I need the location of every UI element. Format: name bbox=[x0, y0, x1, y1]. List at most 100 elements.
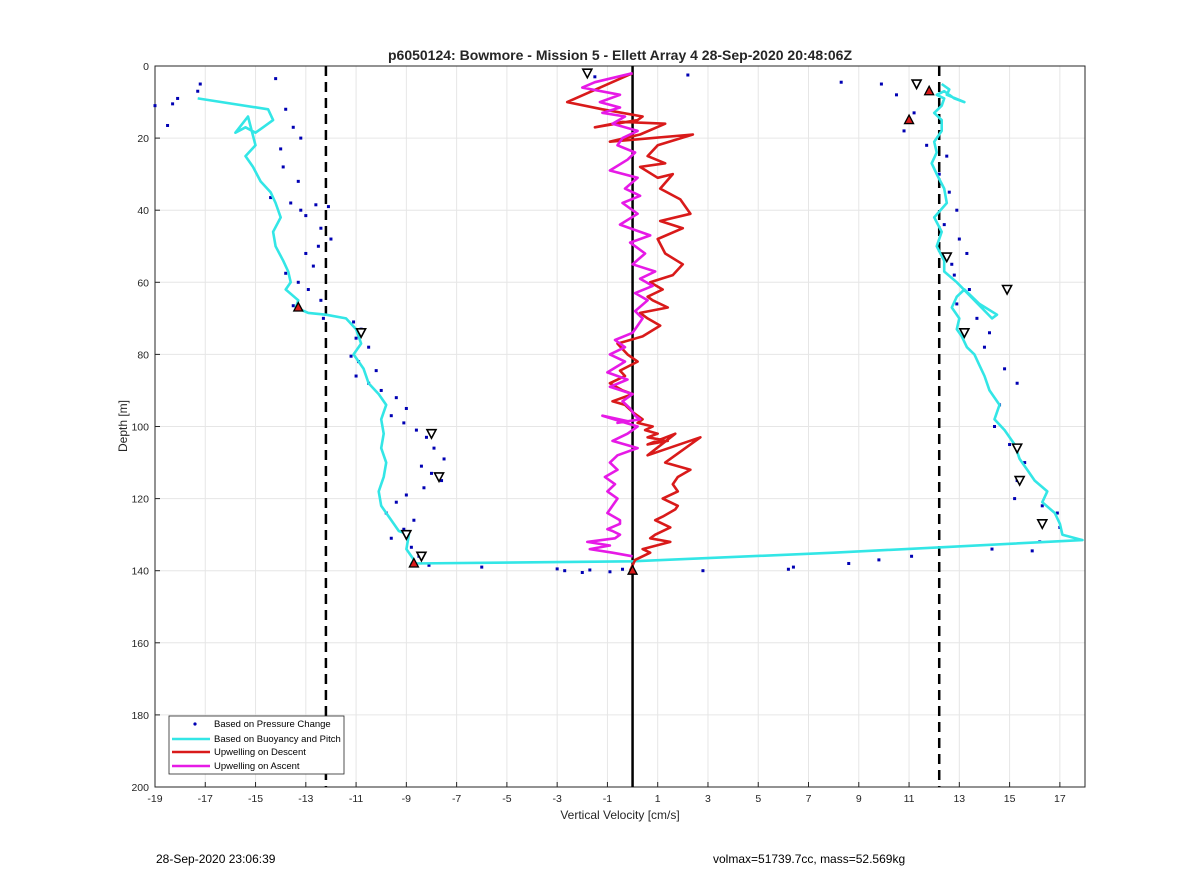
pressure-point bbox=[379, 388, 383, 392]
pressure-point bbox=[987, 331, 991, 335]
red-triangle-marker bbox=[292, 301, 304, 312]
y-tick-label: 180 bbox=[131, 710, 149, 722]
pressure-point bbox=[314, 203, 318, 207]
pressure-point bbox=[942, 223, 946, 227]
pressure-point bbox=[432, 446, 436, 450]
y-tick-label: 60 bbox=[137, 277, 149, 289]
pressure-point bbox=[367, 345, 371, 349]
pressure-point bbox=[296, 280, 300, 284]
pressure-point bbox=[284, 271, 288, 275]
pressure-point bbox=[686, 73, 690, 77]
legend-entry-ascent: Upwelling on Ascent bbox=[172, 761, 300, 772]
pressure-point bbox=[555, 567, 559, 571]
pressure-point bbox=[975, 316, 979, 320]
red-triangle-marker bbox=[626, 564, 639, 575]
pressure-point bbox=[1013, 497, 1017, 501]
pressure-point bbox=[1003, 367, 1007, 371]
pressure-point bbox=[153, 104, 157, 108]
pressure-point bbox=[957, 237, 961, 241]
open-triangle-marker bbox=[958, 327, 971, 339]
pressure-point bbox=[274, 77, 278, 81]
pressure-point bbox=[1030, 549, 1034, 553]
pressure-point bbox=[877, 558, 881, 562]
pressure-point bbox=[198, 82, 202, 86]
pressure-point bbox=[593, 75, 597, 79]
open-triangle-marker bbox=[415, 551, 428, 563]
open-triangle-marker bbox=[400, 529, 413, 541]
y-tick-label: 20 bbox=[137, 133, 149, 145]
y-tick-label: 80 bbox=[137, 349, 149, 361]
pressure-point bbox=[1055, 511, 1059, 515]
pressure-point bbox=[982, 345, 986, 349]
pressure-point bbox=[281, 165, 285, 169]
pressure-point bbox=[354, 336, 358, 340]
pressure-point bbox=[291, 125, 295, 129]
pressure-point bbox=[440, 479, 444, 483]
legend-entry-pressure: Based on Pressure Change bbox=[193, 719, 331, 730]
x-tick-label: 5 bbox=[755, 793, 761, 805]
pressure-point bbox=[993, 425, 997, 428]
pressure-point bbox=[311, 264, 315, 268]
pressure-point bbox=[563, 569, 567, 573]
legend-label-buoyancy: Based on Buoyancy and Pitch bbox=[214, 734, 341, 745]
x-tick-label: 1 bbox=[655, 793, 661, 805]
y-tick-label: 120 bbox=[131, 494, 149, 506]
pressure-point bbox=[952, 273, 956, 277]
pressure-point bbox=[354, 374, 358, 378]
pressure-point bbox=[196, 89, 200, 93]
pressure-point bbox=[1008, 443, 1012, 447]
red-triangle-marker bbox=[903, 113, 915, 125]
y-tick-label: 200 bbox=[131, 782, 149, 794]
pressure-point bbox=[316, 244, 320, 248]
pressure-point bbox=[319, 298, 323, 302]
pressure-point bbox=[414, 428, 418, 432]
x-tick-label: 11 bbox=[904, 793, 915, 805]
y-tick-label: 0 bbox=[143, 61, 149, 73]
pressure-point bbox=[409, 545, 413, 549]
pressure-point bbox=[299, 208, 303, 212]
y-axis-label: Depth [m] bbox=[116, 400, 130, 452]
open-triangle-marker bbox=[1001, 284, 1013, 296]
pressure-point bbox=[404, 406, 408, 410]
y-tick-label: 140 bbox=[131, 566, 149, 578]
pressure-point bbox=[955, 208, 959, 212]
open-triangle-marker bbox=[1036, 519, 1049, 531]
red-triangle-marker bbox=[923, 84, 935, 96]
open-triangle-marker bbox=[425, 428, 438, 440]
pressure-point bbox=[950, 262, 954, 266]
pressure-point bbox=[349, 354, 353, 358]
pressure-point bbox=[894, 93, 898, 97]
x-tick-label: 3 bbox=[705, 793, 711, 805]
pressure-point bbox=[701, 569, 705, 573]
pressure-point bbox=[902, 129, 906, 133]
y-tick-label: 160 bbox=[131, 638, 149, 650]
red-triangle-marker bbox=[408, 557, 420, 568]
pressure-point bbox=[412, 518, 416, 522]
pressure-point bbox=[608, 570, 612, 574]
pressure-point bbox=[374, 369, 378, 373]
marker-layer bbox=[292, 68, 1049, 575]
pressure-point bbox=[304, 251, 308, 255]
pressure-point bbox=[389, 536, 393, 540]
x-tick-label: -15 bbox=[248, 793, 263, 805]
open-triangle-marker bbox=[910, 79, 923, 91]
x-tick-label: -5 bbox=[502, 793, 511, 805]
pressure-point bbox=[588, 568, 592, 572]
pressure-point bbox=[319, 226, 323, 230]
footer-timestamp: 28-Sep-2020 23:06:39 bbox=[156, 852, 276, 866]
pressure-point bbox=[422, 486, 426, 490]
buoyancy-pitch-line bbox=[197, 82, 1084, 565]
open-triangle-marker bbox=[1011, 443, 1023, 455]
pressure-point bbox=[329, 237, 333, 241]
pressure-point bbox=[402, 527, 406, 531]
pressure-point bbox=[289, 201, 293, 205]
reference-lines bbox=[324, 66, 941, 787]
pressure-point bbox=[269, 196, 273, 200]
open-triangle-marker bbox=[355, 327, 367, 339]
pressure-point bbox=[429, 471, 433, 475]
pressure-point bbox=[299, 136, 303, 140]
x-tick-label: 7 bbox=[806, 793, 812, 805]
pressure-point bbox=[912, 111, 916, 115]
x-tick-label: 17 bbox=[1054, 793, 1066, 805]
